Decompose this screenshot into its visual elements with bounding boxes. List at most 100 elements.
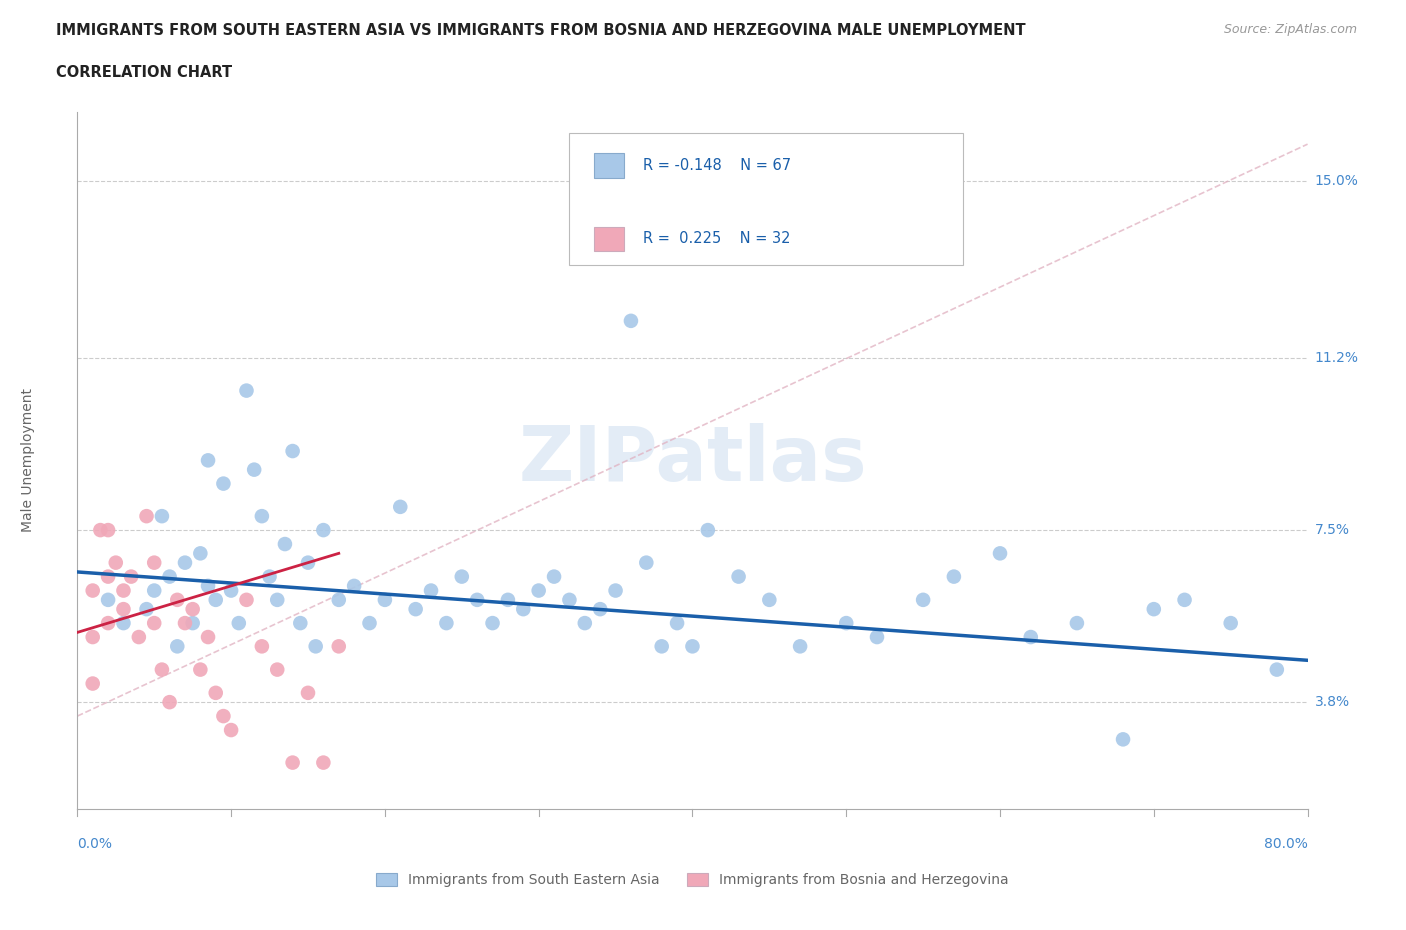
- Text: CORRELATION CHART: CORRELATION CHART: [56, 65, 232, 80]
- Point: [682, 639, 704, 654]
- Point: [789, 639, 811, 654]
- Point: [359, 616, 381, 631]
- Point: [243, 462, 266, 477]
- Point: [188, 662, 212, 677]
- Point: [420, 583, 443, 598]
- Point: [696, 523, 718, 538]
- Point: [135, 509, 157, 524]
- Point: [181, 602, 204, 617]
- Point: [666, 616, 689, 631]
- Point: [235, 383, 257, 398]
- Point: [219, 583, 242, 598]
- Point: [228, 616, 250, 631]
- Point: [527, 583, 550, 598]
- Point: [465, 592, 488, 607]
- Point: [174, 555, 197, 570]
- Point: [436, 616, 458, 631]
- Point: [835, 616, 858, 631]
- Text: Male Unemployment: Male Unemployment: [21, 389, 35, 532]
- Point: [912, 592, 935, 607]
- Text: ZIPatlas: ZIPatlas: [519, 423, 866, 498]
- Text: Source: ZipAtlas.com: Source: ZipAtlas.com: [1223, 23, 1357, 36]
- Point: [620, 313, 643, 328]
- Point: [312, 523, 335, 538]
- Text: 3.8%: 3.8%: [1315, 695, 1350, 710]
- Text: R = -0.148    N = 67: R = -0.148 N = 67: [643, 158, 790, 173]
- Point: [558, 592, 581, 607]
- Point: [104, 555, 127, 570]
- Point: [636, 555, 658, 570]
- Text: 11.2%: 11.2%: [1315, 351, 1358, 365]
- Point: [988, 546, 1011, 561]
- Point: [1265, 662, 1288, 677]
- Point: [290, 616, 312, 631]
- Point: [166, 639, 188, 654]
- Point: [305, 639, 328, 654]
- Point: [166, 592, 188, 607]
- Point: [197, 578, 219, 593]
- Point: [89, 523, 111, 538]
- Point: [159, 695, 181, 710]
- Point: [512, 602, 534, 617]
- Point: [281, 755, 304, 770]
- Point: [374, 592, 396, 607]
- Point: [82, 630, 104, 644]
- Point: [120, 569, 142, 584]
- Point: [266, 592, 288, 607]
- Point: [266, 662, 288, 677]
- Point: [188, 546, 212, 561]
- Point: [250, 509, 273, 524]
- Point: [197, 453, 219, 468]
- Point: [605, 583, 627, 598]
- Point: [450, 569, 472, 584]
- Point: [589, 602, 612, 617]
- Point: [143, 583, 166, 598]
- Text: 0.0%: 0.0%: [77, 837, 112, 851]
- Point: [1066, 616, 1088, 631]
- Point: [159, 569, 181, 584]
- Point: [150, 509, 173, 524]
- Point: [297, 685, 319, 700]
- Point: [727, 569, 749, 584]
- Point: [481, 616, 503, 631]
- Point: [574, 616, 596, 631]
- Point: [204, 685, 226, 700]
- Point: [405, 602, 427, 617]
- Point: [343, 578, 366, 593]
- Point: [235, 592, 257, 607]
- Legend: Immigrants from South Eastern Asia, Immigrants from Bosnia and Herzegovina: Immigrants from South Eastern Asia, Immi…: [370, 868, 1015, 893]
- Point: [219, 723, 242, 737]
- Point: [197, 630, 219, 644]
- Point: [143, 555, 166, 570]
- Point: [97, 592, 120, 607]
- Point: [135, 602, 157, 617]
- Point: [97, 569, 120, 584]
- Point: [297, 555, 319, 570]
- Bar: [595, 227, 624, 251]
- Point: [312, 755, 335, 770]
- Point: [496, 592, 519, 607]
- Point: [389, 499, 412, 514]
- Point: [651, 639, 673, 654]
- Point: [328, 592, 350, 607]
- Point: [543, 569, 565, 584]
- Point: [212, 709, 235, 724]
- Point: [1019, 630, 1042, 644]
- Point: [1219, 616, 1241, 631]
- Point: [274, 537, 297, 551]
- Point: [259, 569, 281, 584]
- Point: [1174, 592, 1197, 607]
- Point: [112, 583, 135, 598]
- Point: [82, 583, 104, 598]
- Bar: [595, 153, 624, 178]
- Point: [1143, 602, 1166, 617]
- Point: [250, 639, 273, 654]
- Point: [281, 444, 304, 458]
- Text: IMMIGRANTS FROM SOUTH EASTERN ASIA VS IMMIGRANTS FROM BOSNIA AND HERZEGOVINA MAL: IMMIGRANTS FROM SOUTH EASTERN ASIA VS IM…: [56, 23, 1026, 38]
- Point: [866, 630, 889, 644]
- Point: [942, 569, 965, 584]
- Point: [97, 523, 120, 538]
- Point: [82, 676, 104, 691]
- Point: [112, 602, 135, 617]
- Point: [212, 476, 235, 491]
